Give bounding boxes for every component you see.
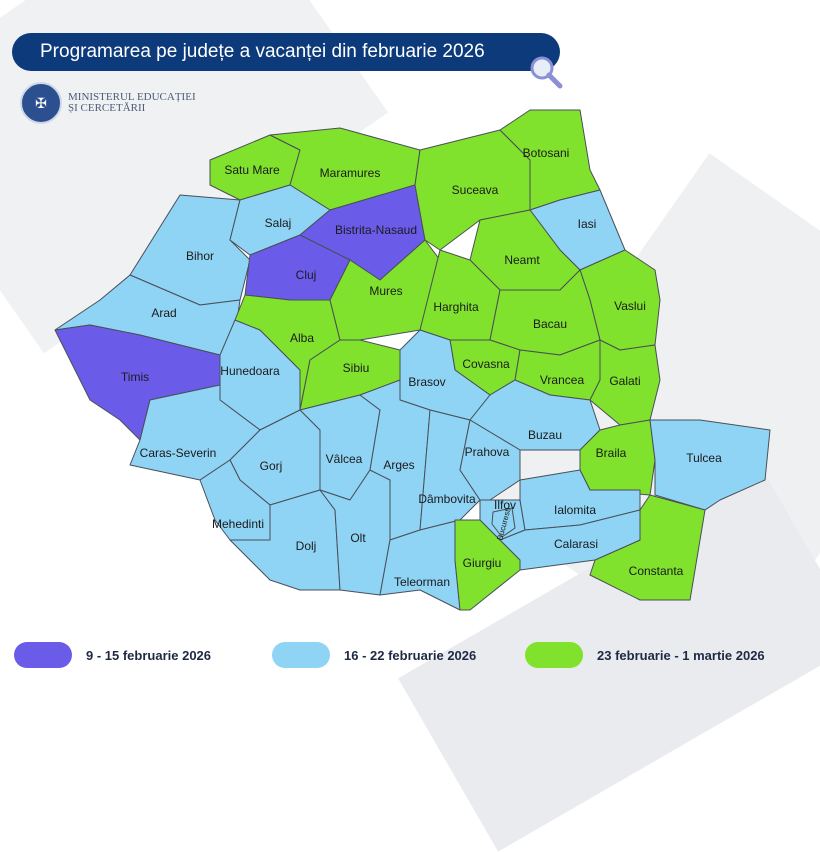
county-calarasi xyxy=(499,509,641,571)
county-label-satu-mare: Satu Mare xyxy=(224,163,280,177)
county-label-valcea: Vâlcea xyxy=(325,452,363,466)
ministry-name-line2: ȘI CERCETĂRII xyxy=(68,102,146,114)
ministry-logo: ✠ MINISTERUL EDUCAȚIEI ȘI CERCETĂRII xyxy=(20,82,196,124)
county-label-teleorman: Teleorman xyxy=(393,575,451,589)
county-label-cluj: Cluj xyxy=(295,268,317,282)
county-label-alba: Alba xyxy=(289,331,315,345)
county-label-timis: Timis xyxy=(120,370,150,384)
county-label-suceava: Suceava xyxy=(451,183,499,197)
county-label-vaslui: Vaslui xyxy=(614,299,646,313)
county-label-salaj: Salaj xyxy=(264,216,292,230)
county-label-prahova: Prahova xyxy=(464,445,510,459)
page-title: Programarea pe județe a vacanței din feb… xyxy=(12,33,560,71)
county-label-bihor: Bihor xyxy=(185,249,215,263)
county-label-maramures: Maramures xyxy=(319,166,381,180)
county-label-calarasi: Calarasi xyxy=(553,537,599,551)
county-label-ilfov: Ilfov xyxy=(493,498,517,512)
legend-label: 23 februarie - 1 martie 2026 xyxy=(597,647,765,663)
legend-label: 16 - 22 februarie 2026 xyxy=(344,647,477,663)
legend-item-period-1: 9 - 15 februarie 2026 xyxy=(14,642,211,668)
county-label-botosani: Botosani xyxy=(522,146,570,160)
county-label-bacau: Bacau xyxy=(532,317,568,331)
legend-swatch xyxy=(525,642,583,668)
county-label-vrancea: Vrancea xyxy=(539,373,585,387)
county-label-constanta: Constanta xyxy=(628,564,684,578)
county-bucuresti xyxy=(491,507,516,538)
ministry-name-line1: MINISTERUL EDUCAȚIEI xyxy=(68,91,196,103)
county-label-mehedinti: Mehedinti xyxy=(211,517,265,531)
legend-swatch xyxy=(14,642,72,668)
county-label-bistrita-nasaud: Bistrita-Nasaud xyxy=(334,223,418,237)
county-label-hunedoara: Hunedoara xyxy=(220,364,280,378)
government-seal-icon: ✠ xyxy=(20,82,62,124)
county-label-ialomita: Ialomita xyxy=(553,503,597,517)
county-label-covasna: Covasna xyxy=(462,357,510,371)
county-label-brasov: Brasov xyxy=(408,375,446,389)
legend-item-period-3: 23 februarie - 1 martie 2026 xyxy=(525,642,765,668)
county-label-arad: Arad xyxy=(151,306,177,320)
legend-label: 9 - 15 februarie 2026 xyxy=(86,647,212,663)
county-tulcea xyxy=(649,419,771,511)
county-label-neamt: Neamt xyxy=(504,253,540,267)
romania-county-map xyxy=(54,109,771,611)
county-label-arges: Arges xyxy=(383,458,415,472)
county-label-tulcea: Tulcea xyxy=(686,451,722,465)
county-label-olt: Olt xyxy=(350,531,366,545)
magnifier-icon xyxy=(530,56,563,89)
county-label-giurgiu: Giurgiu xyxy=(462,556,502,570)
legend-item-period-2: 16 - 22 februarie 2026 xyxy=(272,642,476,668)
county-label-caras-severin: Caras-Severin xyxy=(139,446,217,460)
county-label-harghita: Harghita xyxy=(433,300,479,314)
county-label-buzau: Buzau xyxy=(527,428,563,442)
county-label-dambovita: Dâmbovita xyxy=(418,492,476,506)
county-label-iasi: Iasi xyxy=(577,217,597,231)
county-label-galati: Galati xyxy=(609,374,641,388)
county-label-braila: Braila xyxy=(595,446,627,460)
county-label-dolj: Dolj xyxy=(295,539,317,553)
county-label-mures: Mures xyxy=(369,284,403,298)
legend-swatch xyxy=(272,642,330,668)
county-label-sibiu: Sibiu xyxy=(342,361,370,375)
county-label-gorj: Gorj xyxy=(259,459,283,473)
